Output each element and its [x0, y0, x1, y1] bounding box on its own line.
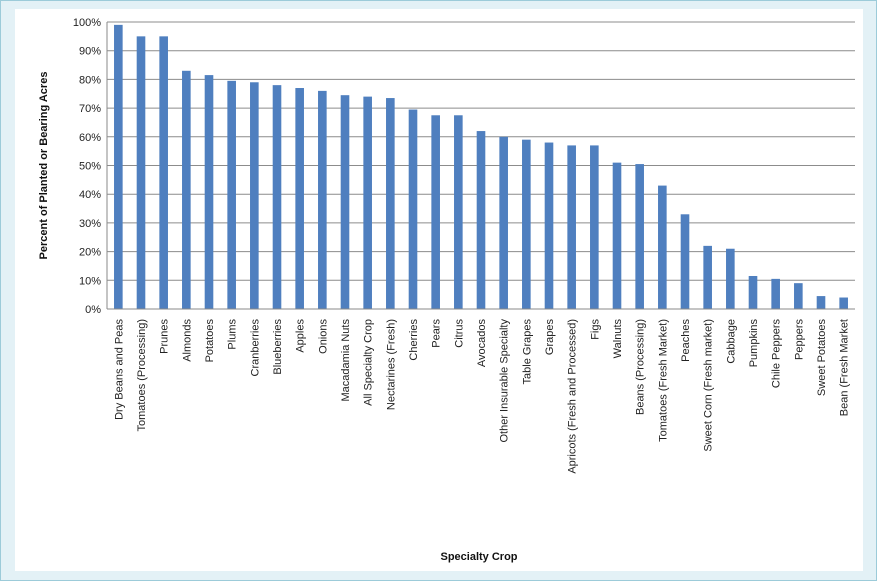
bars: [114, 24, 848, 310]
bar: [159, 36, 168, 309]
x-tick-label: Beans (Processing): [635, 319, 647, 415]
x-tick-label: Figs: [589, 319, 601, 340]
y-tick-label: 20%: [79, 247, 101, 259]
y-tick-label: 100%: [73, 17, 101, 29]
bar: [136, 36, 146, 309]
x-tick-label: Table Grapes: [521, 319, 533, 385]
x-tick-label: Blueberries: [272, 319, 284, 375]
x-tick-label: Sweet Corn (Fresh market): [703, 319, 715, 452]
bar: [544, 142, 554, 309]
y-axis-title: Percent of Planted or Bearing Acres: [38, 72, 50, 260]
x-tick-labels: Dry Beans and Peas Tomatoes (Processing) P…: [113, 319, 850, 474]
bar: [771, 278, 780, 309]
bar: [839, 297, 848, 309]
bar: [726, 248, 735, 309]
x-tick-label: Grapes: [544, 319, 556, 356]
x-tick-label: Walnuts: [612, 319, 624, 359]
bar: [114, 24, 123, 310]
x-tick-label: All Specialty Crop: [363, 319, 375, 406]
bar: [816, 296, 826, 309]
x-tick-label: Bean (Fresh Market: [839, 319, 851, 416]
bar: [431, 115, 440, 310]
y-tick-label: 80%: [79, 74, 101, 86]
y-tick-label: 40%: [79, 189, 101, 201]
bar: [680, 214, 690, 309]
bar: [522, 139, 531, 309]
y-tick-label: 70%: [79, 103, 101, 115]
bar: [272, 85, 282, 309]
y-tick-label: 90%: [79, 46, 101, 58]
bar: [204, 75, 214, 309]
bar: [363, 96, 372, 310]
bar: [476, 131, 486, 309]
x-tick-label: Tomatoes (Fresh Market): [657, 319, 669, 442]
y-tick-label: 50%: [79, 161, 101, 173]
x-tick-label: Onions: [317, 319, 329, 354]
bar: [408, 109, 418, 309]
x-tick-label: Prunes: [159, 319, 171, 354]
x-tick-label: Cabbage: [725, 319, 737, 364]
x-axis-title: Specialty Crop: [440, 551, 517, 563]
bar: [295, 88, 304, 309]
x-tick-label: Plums: [227, 319, 239, 350]
x-tick-label: Nectarines (Fresh): [385, 319, 397, 410]
y-tick-label: 0%: [85, 304, 101, 316]
bar: [794, 283, 803, 309]
y-tick-label: 30%: [79, 218, 101, 230]
bar: [748, 275, 758, 309]
x-tick-label: Cherries: [408, 319, 420, 361]
x-tick-label: Sweet Potatoes: [816, 319, 828, 397]
bar: [227, 80, 236, 310]
x-tick-label: Pumpkins: [748, 319, 760, 368]
x-tick-label: Tomatoes (Processing): [136, 319, 148, 432]
y-tick-labels: 0% 10% 20% 30% 40% 50% 60% 70% 80% 90% 100%: [73, 17, 101, 316]
x-tick-label: Macadamia Nuts: [340, 319, 352, 402]
x-tick-label: Apricots (Fresh and Processed): [567, 319, 579, 474]
x-tick-label: Pears: [431, 319, 443, 348]
x-tick-label: Peaches: [680, 319, 692, 362]
x-tick-label: Almonds: [181, 319, 193, 362]
bar: [703, 245, 712, 309]
bar: [658, 185, 667, 309]
bar: [340, 95, 350, 309]
y-tick-label: 10%: [79, 275, 101, 287]
x-tick-label: Potatoes: [204, 319, 216, 363]
bar: [386, 98, 395, 310]
x-tick-label: Cranberries: [249, 319, 261, 377]
bar: [567, 145, 576, 309]
x-tick-label: Chile Peppers: [771, 319, 783, 389]
bar: [182, 70, 191, 309]
x-tick-label: Dry Beans and Peas: [113, 319, 125, 420]
bar: [499, 136, 508, 309]
bar: [612, 162, 622, 309]
x-tick-label: Citrus: [453, 319, 465, 348]
bar: [454, 115, 463, 310]
x-tick-label: Other Insurable Specialty: [499, 319, 511, 443]
bar: [590, 145, 599, 309]
bar: [635, 164, 644, 309]
x-tick-label: Avocados: [476, 319, 488, 368]
x-tick-label: Peppers: [793, 319, 805, 360]
y-tick-label: 60%: [79, 132, 101, 144]
x-tick-label: Apples: [295, 319, 307, 353]
bar: [318, 90, 327, 309]
bar: [250, 82, 259, 310]
